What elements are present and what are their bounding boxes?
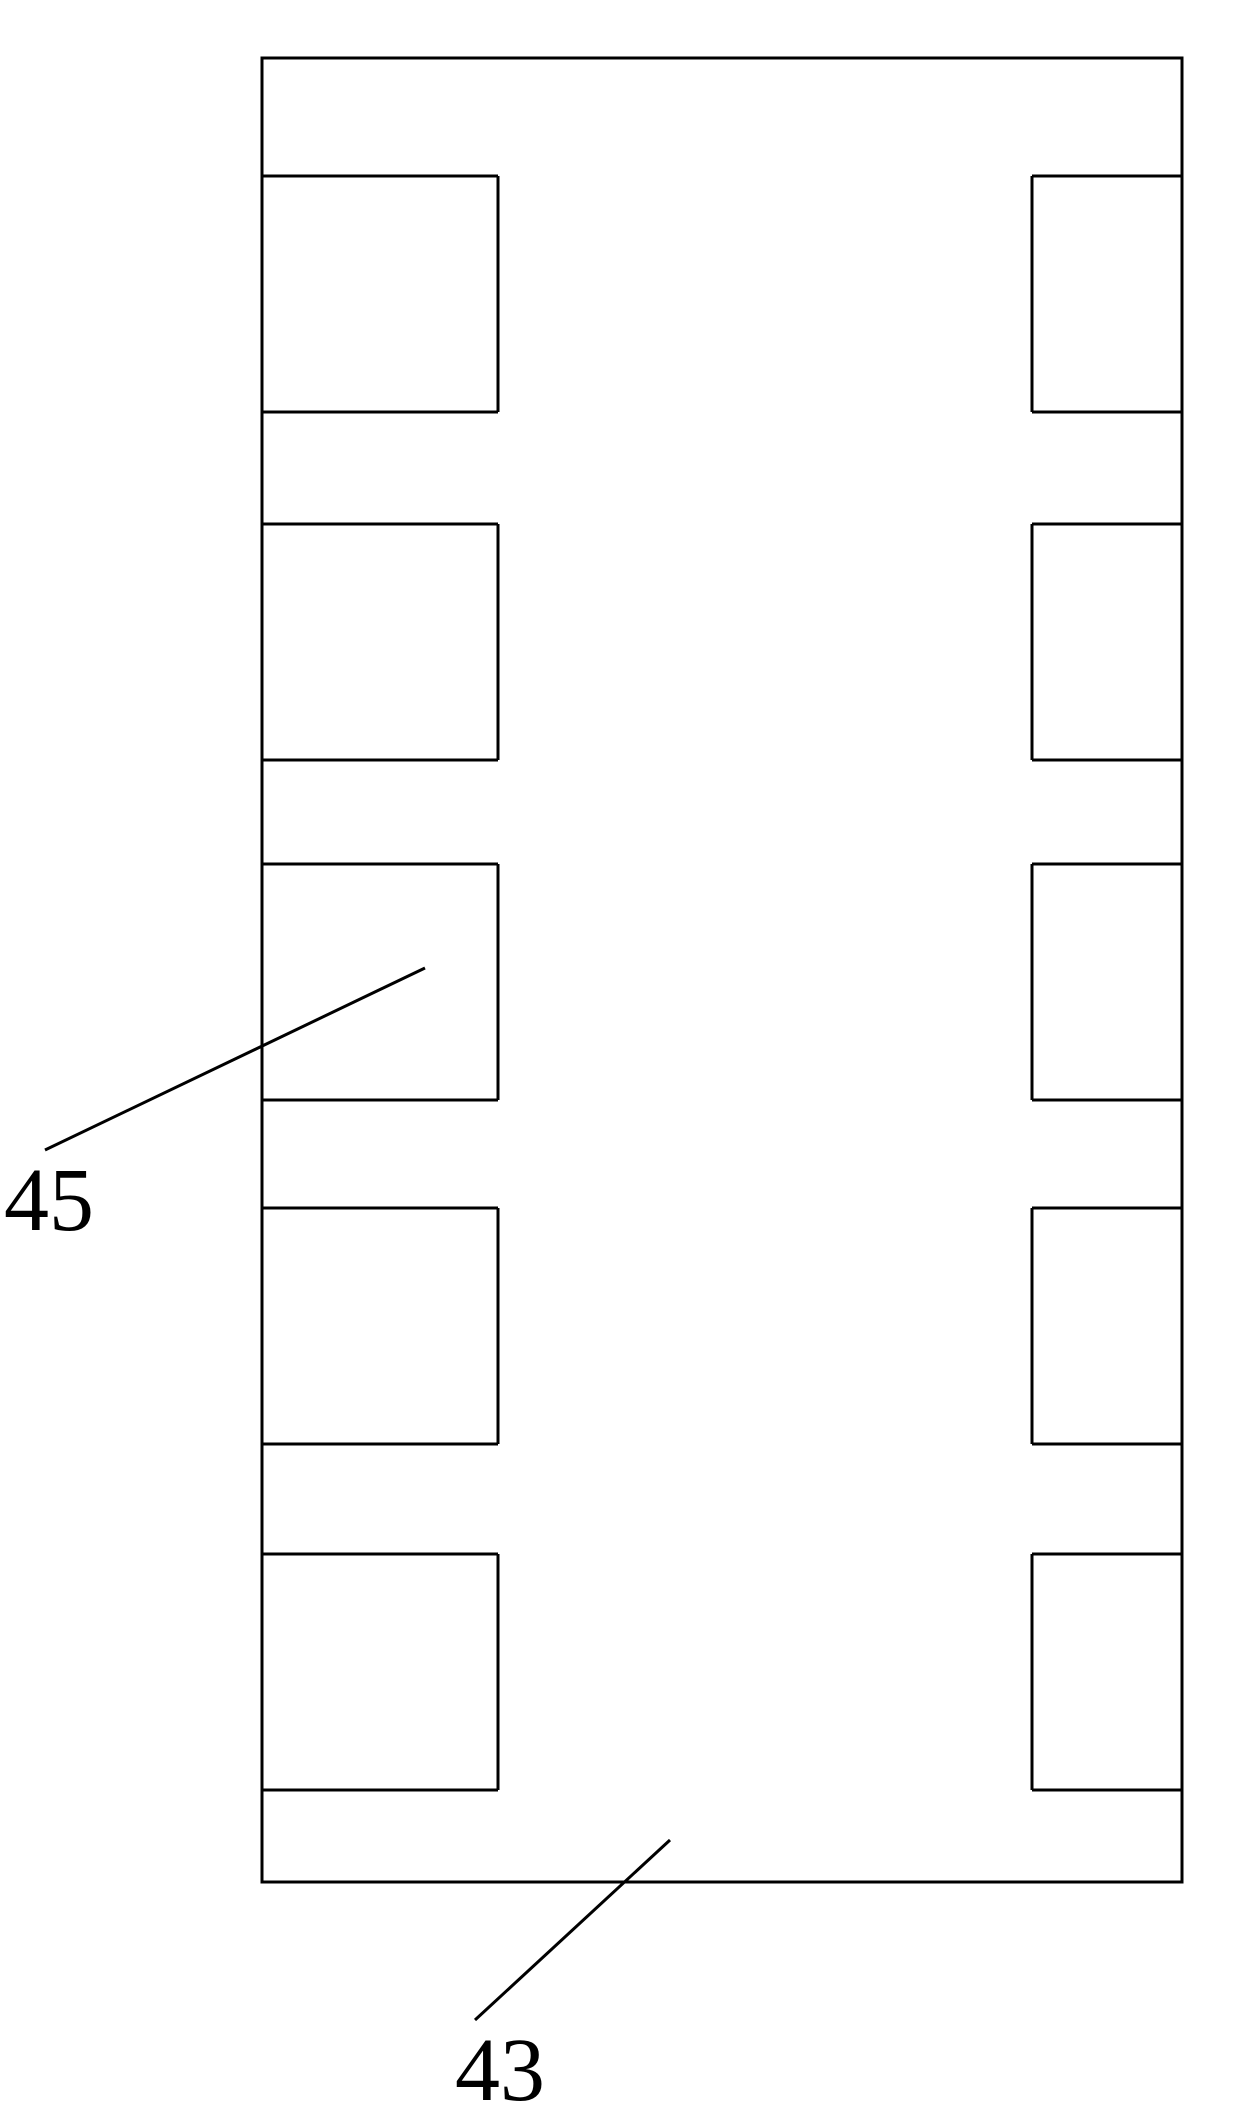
reference-label-45: 45 <box>4 1151 94 1250</box>
leader-line-1 <box>475 1840 670 2020</box>
left-slot-group <box>262 176 498 1790</box>
diagram-canvas: 45 43 <box>0 0 1240 2116</box>
leader-lines <box>45 968 670 2020</box>
outer-rect <box>262 58 1182 1882</box>
right-slot-group <box>1032 176 1182 1790</box>
reference-label-43: 43 <box>455 2021 545 2116</box>
leader-line-0 <box>45 968 425 1150</box>
